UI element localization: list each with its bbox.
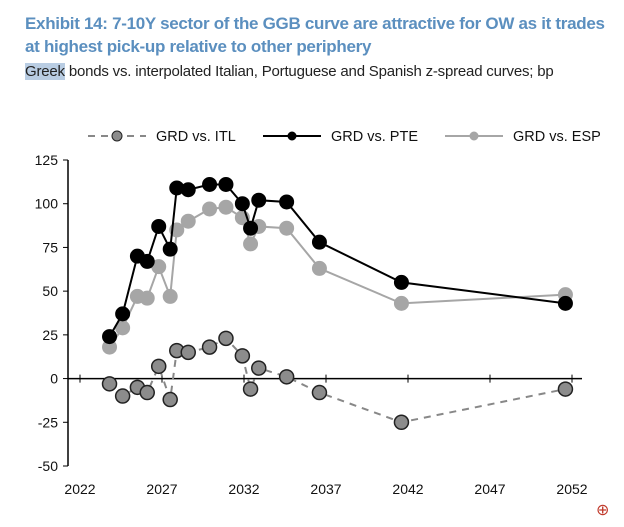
legend-label: GRD vs. ESP <box>513 129 601 145</box>
data-point <box>279 194 295 210</box>
data-point <box>279 220 295 236</box>
y-tick-label: -50 <box>38 458 58 474</box>
x-tick-label: 2037 <box>310 481 341 497</box>
series-grd-vs-itl <box>101 330 574 431</box>
y-tick-label: 75 <box>42 239 58 255</box>
y-tick-label: 0 <box>50 371 58 387</box>
data-point <box>243 236 259 252</box>
chart-title: Exhibit 14: 7-10Y sector of the GGB curv… <box>25 14 605 56</box>
data-point <box>150 358 167 375</box>
chart-subtitle: Greek bonds vs. interpolated Italian, Po… <box>25 60 585 84</box>
data-point <box>201 339 218 355</box>
legend-marker <box>469 131 479 141</box>
series-grd-vs-pte <box>102 176 573 345</box>
data-point <box>311 384 328 401</box>
y-tick-label: 50 <box>42 283 58 299</box>
data-point <box>139 384 155 401</box>
legend-item: GRD vs. ESP <box>445 129 601 145</box>
x-tick-label: 2052 <box>556 481 587 497</box>
x-tick-label: 2032 <box>228 481 259 497</box>
x-tick-label: 2027 <box>146 481 177 497</box>
data-point <box>114 388 131 404</box>
data-point <box>311 260 327 276</box>
data-point <box>202 201 218 217</box>
data-point <box>180 182 196 198</box>
data-point <box>115 306 131 322</box>
data-point <box>234 348 251 364</box>
data-point <box>278 369 295 385</box>
data-point <box>218 176 234 192</box>
data-point <box>218 199 234 215</box>
legend-label: GRD vs. ITL <box>156 129 236 145</box>
data-point <box>202 176 218 192</box>
data-point <box>139 290 155 306</box>
legend-label: GRD vs. PTE <box>331 129 418 145</box>
data-point <box>162 241 178 257</box>
data-point <box>218 330 234 347</box>
data-point <box>151 218 167 234</box>
x-tick-label: 2042 <box>392 481 423 497</box>
legend-marker <box>287 131 297 141</box>
data-point <box>311 234 327 250</box>
data-point <box>243 220 259 236</box>
legend-item: GRD vs. ITL <box>88 129 236 145</box>
legend-marker <box>111 130 123 142</box>
data-point <box>101 376 118 392</box>
data-point <box>180 344 196 361</box>
series-line <box>108 183 566 338</box>
data-point <box>251 192 267 208</box>
data-point <box>234 196 250 212</box>
zoom-in-icon[interactable]: ⊕ <box>596 502 610 519</box>
data-point <box>162 288 178 304</box>
y-tick-label: -25 <box>38 414 58 430</box>
x-tick-label: 2022 <box>64 481 95 497</box>
data-point <box>162 391 178 408</box>
subtitle-text: bonds vs. interpolated Italian, Portugue… <box>64 63 554 80</box>
subtitle-highlight: Greek <box>25 63 65 80</box>
y-tick-label: 125 <box>35 152 59 168</box>
data-point <box>251 360 267 376</box>
data-point <box>393 414 410 431</box>
data-point <box>180 213 196 229</box>
data-point <box>242 381 259 397</box>
data-point <box>557 381 574 397</box>
data-point <box>557 295 573 311</box>
y-tick-label: 25 <box>42 327 58 343</box>
x-tick-label: 2047 <box>474 481 505 497</box>
data-point <box>393 274 409 290</box>
data-point <box>139 253 155 269</box>
legend-item: GRD vs. PTE <box>263 129 418 145</box>
y-tick-label: 100 <box>35 196 59 212</box>
data-point <box>102 329 118 345</box>
data-point <box>393 295 409 311</box>
